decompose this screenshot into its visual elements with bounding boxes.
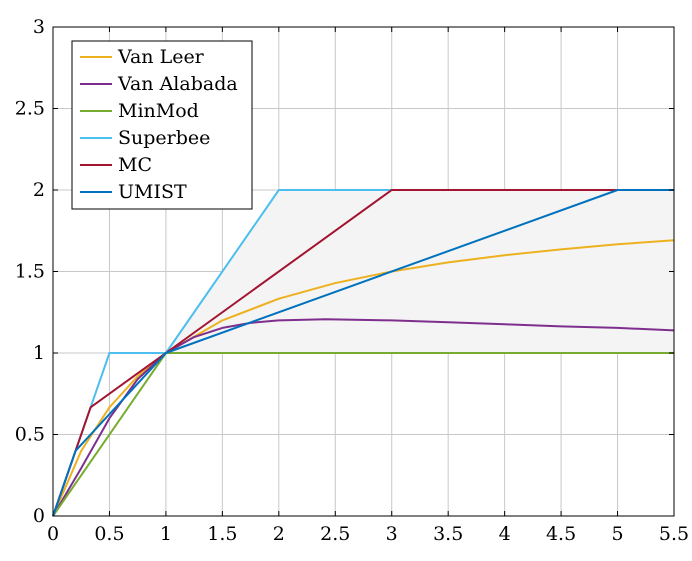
x-tick-label: 2 [273, 523, 285, 545]
series-line-umist [52, 189, 674, 517]
x-tick-label: 3.5 [433, 523, 463, 545]
x-tick-label: 4 [499, 523, 511, 545]
y-tick-label: 0 [33, 505, 45, 527]
x-tick-label: 2.5 [320, 523, 350, 545]
legend: Van Leer Van Alabada MinMod Superbee MC UMIST [71, 40, 253, 210]
legend-label-superbee: Superbee [118, 127, 210, 149]
y-tick-label: 1.5 [15, 261, 45, 283]
series-lines [52, 189, 675, 517]
legend-label-umist: UMIST [118, 181, 187, 203]
legend-box [71, 40, 253, 210]
x-tick-label: 0 [47, 523, 59, 545]
legend-label-minmod: MinMod [118, 100, 199, 122]
legend-label-mc: MC [118, 154, 152, 176]
y-tick-label: 0.5 [15, 424, 45, 446]
shaded-tvd-region [165, 190, 674, 353]
y-tick-label: 2.5 [15, 98, 45, 120]
x-tick-label: 1 [160, 523, 172, 545]
x-tick-label: 5.5 [659, 523, 689, 545]
x-tick-label: 4.5 [546, 523, 576, 545]
x-tick-label: 0.5 [94, 523, 124, 545]
x-tick-label: 1.5 [207, 523, 237, 545]
x-tick-label: 5 [611, 523, 623, 545]
legend-label-van-leer: Van Leer [117, 46, 205, 68]
legend-label-van-alabada: Van Alabada [117, 73, 238, 95]
y-tick-label: 1 [33, 342, 45, 364]
x-tick-label: 3 [386, 523, 398, 545]
axis-ticks: 0 0.5 1 1.5 2 2.5 3 3.5 4 4.5 5 5.5 0 0.5 1 1.5 2 2.5 3 [15, 16, 689, 545]
y-tick-label: 3 [33, 16, 45, 38]
shaded-region [165, 190, 674, 353]
y-tick-label: 2 [33, 179, 45, 201]
series-line-van-leer [52, 239, 675, 517]
